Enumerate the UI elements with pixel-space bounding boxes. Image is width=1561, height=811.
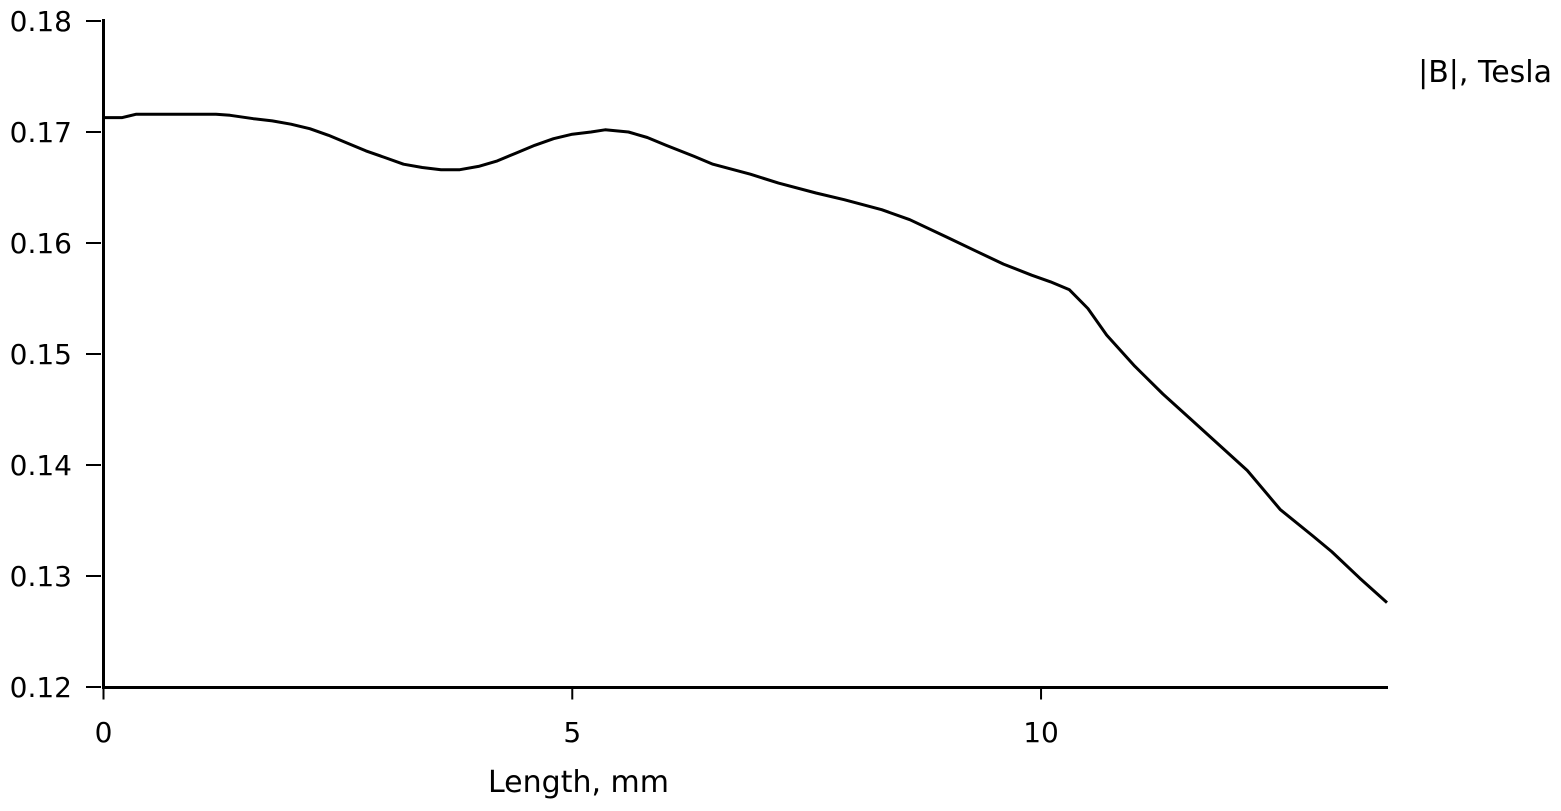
y-tick-label: 0.18	[10, 5, 72, 38]
x-tick-label: 10	[1023, 716, 1059, 749]
y-tick-label: 0.16	[10, 227, 72, 260]
y-tick-label: 0.12	[10, 671, 72, 704]
x-tick-label: 5	[563, 716, 581, 749]
data-series-line	[103, 112, 1389, 604]
y-tick-label: 0.17	[10, 116, 72, 149]
y-tick-label: 0.15	[10, 338, 72, 371]
y-tick-label: 0.13	[10, 560, 72, 593]
x-tick-label: 0	[95, 716, 113, 749]
y-axis-title: |B|, Tesla	[1418, 55, 1552, 90]
x-axis-title: Length, mm	[488, 765, 669, 800]
y-tick-label: 0.14	[10, 449, 72, 482]
